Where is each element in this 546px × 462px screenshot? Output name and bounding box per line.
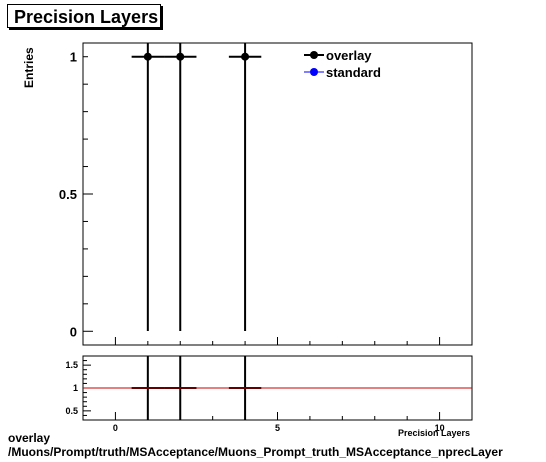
legend-marker bbox=[310, 51, 318, 59]
ratio-x-tick-label: 5 bbox=[275, 423, 280, 433]
main-plot-border bbox=[82, 42, 473, 346]
footer-line-2: /Muons/Prompt/truth/MSAcceptance/Muons_P… bbox=[8, 445, 503, 459]
x-axis-label: Precision Layers bbox=[398, 428, 470, 438]
overlay-point bbox=[131, 43, 165, 331]
legend-label: overlay bbox=[326, 48, 372, 63]
overlay-marker bbox=[241, 52, 250, 61]
ratio-data-marks bbox=[83, 356, 472, 420]
ratio-x-tick-label: 10 bbox=[435, 423, 445, 433]
overlay-marker bbox=[143, 52, 152, 61]
main-y-ticks: 00.51 bbox=[59, 50, 93, 339]
ratio-x-tick-label: 0 bbox=[113, 423, 118, 433]
overlay-point bbox=[228, 43, 262, 331]
footer-caption: overlay /Muons/Prompt/truth/MSAcceptance… bbox=[8, 431, 503, 459]
main-plot-frame bbox=[82, 42, 473, 346]
main-y-tick-label: 0.5 bbox=[59, 187, 77, 202]
legend-label: standard bbox=[326, 65, 381, 80]
chart-title: Precision Layers bbox=[7, 4, 161, 28]
ratio-y-tick-label: 1 bbox=[73, 383, 78, 393]
main-y-tick-label: 1 bbox=[70, 50, 77, 65]
main-data-marks bbox=[131, 43, 262, 331]
legend-marker bbox=[310, 68, 318, 76]
ratio-y-tick-label: 1.5 bbox=[65, 360, 78, 370]
legend-entry: standard bbox=[304, 65, 381, 80]
overlay-point bbox=[164, 43, 197, 331]
overlay-marker bbox=[176, 52, 185, 61]
ratio-ticks: 0 5 10 0.5 1 1.5 Precision Layers bbox=[65, 360, 473, 438]
footer-line-1: overlay bbox=[8, 431, 51, 445]
ratio-y-tick-label: 0.5 bbox=[65, 406, 78, 416]
legend-entry: overlay bbox=[304, 48, 372, 63]
legend: overlay standard bbox=[304, 48, 381, 80]
main-y-tick-label: 0 bbox=[70, 324, 77, 339]
